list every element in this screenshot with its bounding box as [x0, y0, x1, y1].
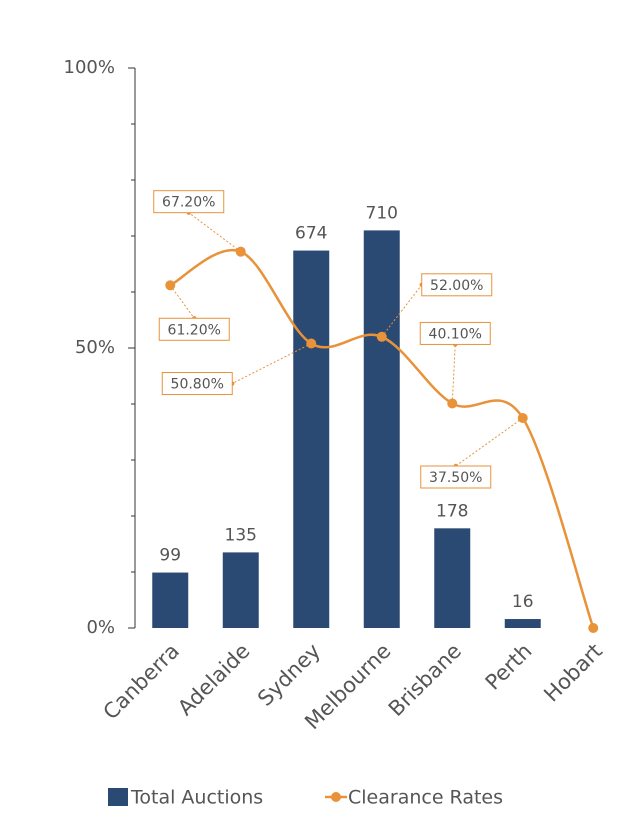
- line-value-label: 50.80%: [171, 377, 224, 393]
- leader-line: [188, 212, 242, 253]
- bar: [363, 230, 400, 628]
- label-box: [421, 273, 493, 297]
- bar-value-label: 178: [436, 501, 468, 521]
- leader-line: [455, 417, 524, 467]
- x-tick-label: Canberra: [99, 639, 184, 724]
- y-tick-label: 0%: [86, 617, 115, 638]
- bar-value-label: 99: [159, 546, 181, 566]
- bar-value-label: 16: [512, 592, 534, 612]
- legend-swatch: [108, 788, 128, 806]
- x-tick-label: Hobart: [539, 639, 607, 707]
- label-box: [158, 317, 230, 341]
- line-value-label: 40.10%: [429, 326, 482, 342]
- leader-line: [381, 284, 423, 338]
- bar-value-label: 674: [295, 224, 327, 244]
- line-value-label: 52.00%: [430, 278, 483, 294]
- legend-label: Total Auctions: [130, 787, 263, 809]
- leader-line: [169, 284, 195, 319]
- line-marker: [588, 623, 599, 633]
- x-tick-label: Sydney: [253, 639, 325, 711]
- label-box: [419, 321, 491, 345]
- label-box: [153, 190, 225, 214]
- bar: [504, 619, 541, 628]
- bar: [152, 572, 189, 628]
- bar-value-label: 710: [366, 203, 398, 223]
- x-tick-label: Brisbane: [384, 639, 466, 721]
- y-tick-label: 100%: [64, 57, 115, 78]
- label-box: [161, 372, 233, 396]
- label-box: [420, 465, 492, 489]
- x-tick-label: Adelaide: [173, 639, 254, 720]
- line-value-label: 61.20%: [168, 322, 221, 338]
- x-tick-label: Perth: [481, 639, 537, 695]
- leader-line: [232, 343, 312, 384]
- line-value-label: 67.20%: [162, 195, 215, 211]
- legend-label: Clearance Rates: [348, 787, 503, 809]
- line-value-label: 37.50%: [429, 470, 482, 486]
- leader-line: [451, 344, 456, 404]
- legend-swatch-marker: [331, 792, 341, 802]
- bar: [434, 528, 471, 628]
- bar: [293, 250, 330, 628]
- bar: [222, 552, 259, 628]
- y-tick-label: 50%: [75, 337, 115, 358]
- bar-value-label: 135: [225, 525, 257, 545]
